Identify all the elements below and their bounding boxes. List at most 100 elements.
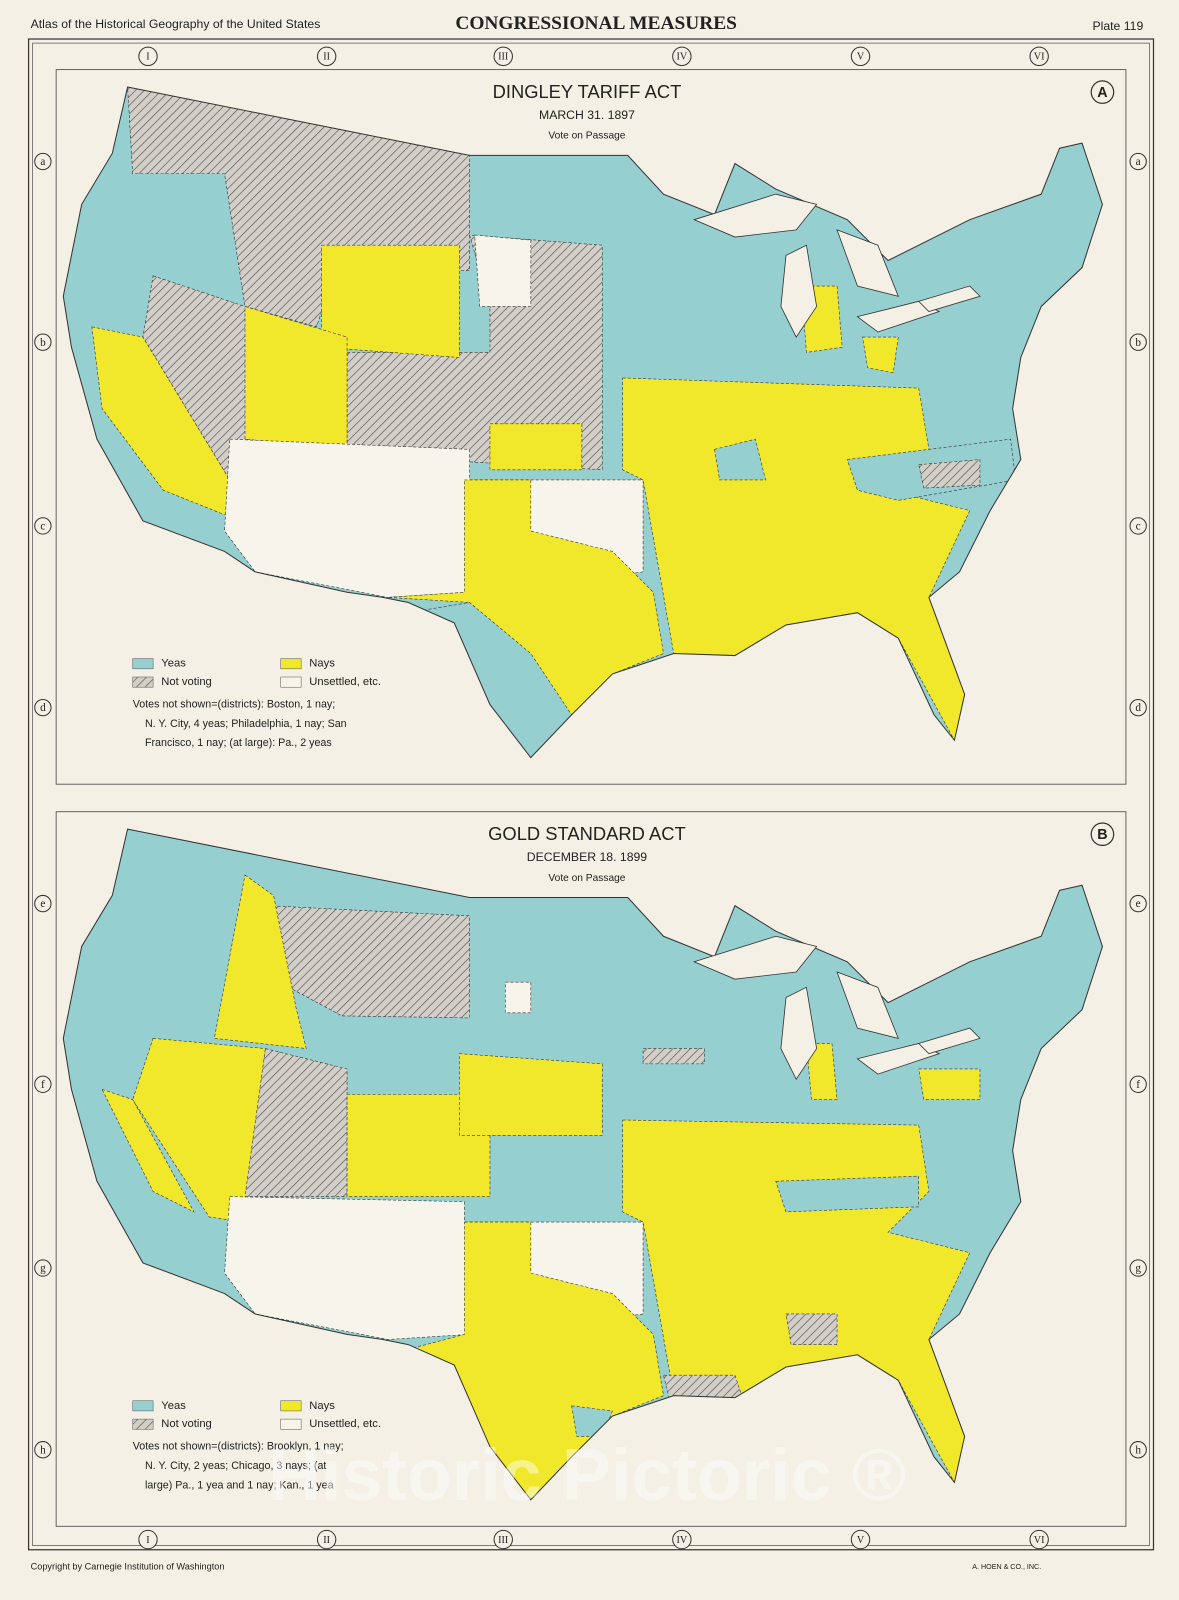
us-outline [62, 86, 1103, 759]
map-note: Francisco, 1 nay; (at large): Pa., 2 yea… [145, 737, 332, 749]
row-label: a [1136, 156, 1141, 168]
row-label: f [1136, 1079, 1140, 1091]
header-left: Atlas of the Historical Geography of the… [31, 17, 321, 31]
grid-marker [1129, 1075, 1147, 1093]
district-region [387, 479, 664, 716]
map-date: DECEMBER 18. 1899 [527, 850, 648, 864]
map-letter-badge [1090, 80, 1115, 104]
row-label: d [40, 702, 46, 714]
column-label: V [857, 52, 865, 63]
great-lake [856, 300, 941, 333]
map-note: Votes not shown=(districts): Boston, 1 n… [133, 698, 336, 710]
district-region [214, 874, 307, 1049]
grid-marker [34, 1259, 52, 1277]
footer-printer: A. HOEN & CO., INC. [972, 1563, 1041, 1571]
map-title: DINGLEY TARIFF ACT [493, 81, 682, 102]
great-lake [856, 1043, 941, 1075]
row-label: b [40, 337, 46, 349]
map-letter: B [1097, 827, 1107, 843]
panel-frame [55, 811, 1127, 1527]
outer-frame [27, 38, 1155, 1551]
districts [101, 874, 981, 1500]
map-note: large) Pa., 1 yea and 1 nay; Kan., 1 yea [145, 1479, 334, 1491]
map-letter: A [1097, 85, 1107, 101]
row-label: a [40, 156, 45, 168]
great-lake [780, 986, 818, 1080]
grid-marker [34, 1075, 52, 1093]
row-label: c [1136, 521, 1141, 533]
column-label: III [498, 52, 509, 63]
column-label: II [323, 1535, 330, 1546]
legend-label: Nays [309, 658, 335, 670]
watermark: Historic Pictoric ® [268, 1433, 906, 1516]
legend-swatch [132, 658, 154, 670]
grid-marker [138, 46, 158, 67]
grid-marker [34, 517, 52, 535]
grid-marker [34, 698, 52, 717]
district-region [642, 1048, 705, 1065]
grid-marker [1129, 894, 1147, 913]
district-region [918, 459, 981, 489]
district-region [785, 1313, 838, 1345]
legend-label: Not voting [161, 676, 212, 688]
us-outline [62, 828, 1103, 1501]
district-region [459, 1053, 603, 1136]
legend-label: Yeas [161, 1400, 186, 1412]
plate-number: Plate 119 [1092, 19, 1143, 33]
great-lake [836, 971, 899, 1039]
column-label: I [146, 52, 150, 63]
great-lake [780, 244, 818, 338]
column-label: V [857, 1535, 865, 1546]
row-label: g [40, 1263, 46, 1275]
district-region [474, 234, 532, 307]
legend-swatch [132, 1418, 154, 1430]
great-lake [692, 935, 818, 980]
district-region [775, 1175, 920, 1213]
row-label: e [40, 898, 45, 910]
map-note: N. Y. City, 2 yeas; Chicago, 3 nays; (at [145, 1460, 326, 1472]
great-lake [836, 229, 899, 297]
grid-marker [1129, 1441, 1147, 1459]
grid-marker [34, 333, 52, 351]
district-region [714, 438, 766, 481]
great-lake [692, 193, 818, 238]
district-region [132, 1038, 266, 1223]
map-note: N. Y. City, 4 yeas; Philadelphia, 1 nay;… [145, 718, 347, 730]
district-region [321, 244, 460, 358]
row-label: f [41, 1079, 45, 1091]
row-label: h [40, 1444, 46, 1456]
legend-label: Unsettled, etc. [309, 676, 381, 688]
column-label: III [498, 1535, 509, 1546]
grid-marker [34, 152, 52, 171]
legend-swatch [280, 658, 302, 670]
legend-swatch [280, 676, 302, 688]
map-subtitle: Vote on Passage [548, 873, 625, 884]
district-region [806, 1043, 838, 1100]
district-region [918, 1068, 981, 1100]
map-panel: a a b b c c d d DINGLEY TARIFF ACT MARCH 31. 1897… [34, 69, 1147, 785]
row-label: c [40, 521, 45, 533]
legend-swatch [280, 1418, 302, 1430]
grid-marker [493, 1529, 513, 1550]
footer-copyright: Copyright by Carnegie Institution of Was… [31, 1562, 225, 1572]
grid-marker [1129, 517, 1147, 535]
grid-marker [316, 46, 337, 67]
grid-marker [1129, 333, 1147, 351]
grid-marker [1029, 1529, 1049, 1550]
row-label: e [1136, 898, 1141, 910]
map-panel: e e f f g g h h GOLD STANDARD ACT DECEMBER 18. 18… [34, 811, 1147, 1527]
district-region [244, 306, 348, 450]
column-label: VI [1034, 1535, 1045, 1546]
grid-marker [1129, 1259, 1147, 1277]
map-letter-badge [1090, 822, 1115, 847]
row-label: h [1135, 1444, 1141, 1456]
column-label: VI [1034, 52, 1045, 63]
district-region [101, 1088, 195, 1213]
column-label: IV [677, 52, 688, 63]
great-lake [917, 1027, 981, 1055]
grid-marker [138, 1529, 158, 1550]
district-region [504, 981, 532, 1014]
panel-frame [55, 69, 1127, 785]
grid-marker [1129, 698, 1147, 717]
